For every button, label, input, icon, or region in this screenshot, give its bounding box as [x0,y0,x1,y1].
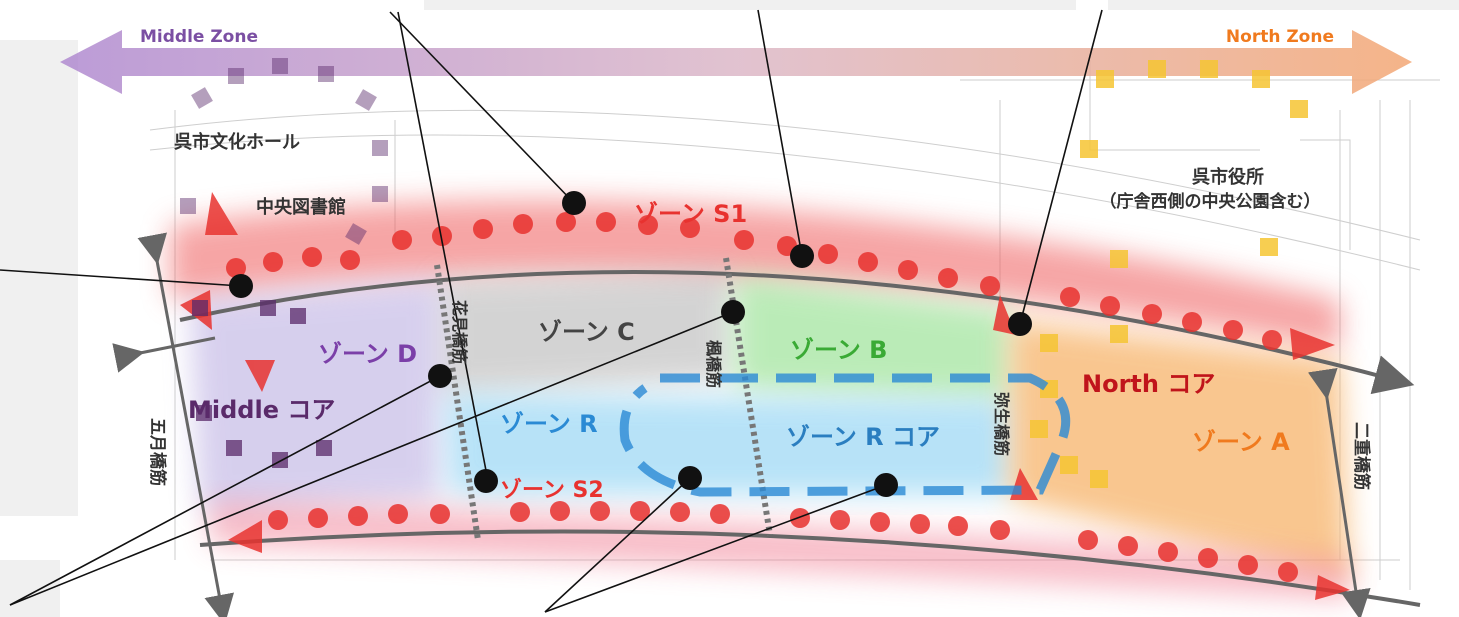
north-core-ring [1030,60,1308,488]
zone-s1-label: ゾーン S1 [634,200,747,228]
cross-streets [112,232,1371,617]
hanami-street-label: 花見橋筋 [450,300,469,364]
yayoi-street-label: 弥生橋筋 [992,392,1011,456]
city-hall-label: 呉市役所 [1192,166,1264,188]
callout-panel-top-right [1108,0,1459,10]
zone-r-core-label: ゾーン R コア [786,423,940,451]
zone-s2-label: ゾーン S2 [500,477,604,503]
south-road [199,529,1421,607]
north-road [179,270,1415,395]
middle-core-label: Middle コア [188,396,335,424]
zone-d-label: ゾーン D [318,340,417,368]
zone-direction-bar [60,30,1412,94]
callout-leaders [0,9,1103,613]
callout-panel-left [0,40,78,516]
zone-s2-wash [210,500,1350,600]
callout-dots [229,191,1032,497]
zone-r-wash [445,395,1010,495]
satsuki-street-line [137,232,235,617]
zone-c-wash [440,270,730,395]
main-roads [179,270,1421,607]
zone-washes [170,200,1350,600]
central-library-label: 中央図書館 [256,196,346,218]
zone-c-label: ゾーン C [538,318,635,346]
zone-a-wash [1010,320,1350,580]
zone-a-label: ゾーン A [1192,428,1290,456]
north-core-label: North コア [1082,370,1215,398]
city-hall-note-label: （庁舎西側の中央公園含む） [1100,191,1321,212]
zone-s1-dots [226,212,1282,350]
zone-b-label: ゾーン B [790,336,887,364]
zone-s2-dots [268,501,1298,582]
nijyu-street-line [1307,367,1371,617]
zone-d-wash [190,280,440,510]
middle-zone-label: Middle Zone [140,27,258,47]
satsuki-street-label: 五月橋筋 [147,418,168,486]
hanami-street-line [434,264,481,541]
callout-panel-top [424,0,1076,10]
culture-hall-label: 呉市文化ホール [174,131,300,153]
north-zone-label: North Zone [1226,27,1334,47]
nijyu-street-label: 二重橋筋 [1351,422,1372,490]
zone-b-wash [735,275,1010,400]
kaede-street-label: 楓橋筋 [704,340,723,388]
zone-r-label: ゾーン R [500,410,598,438]
zone-r-core-loop [619,373,1071,497]
